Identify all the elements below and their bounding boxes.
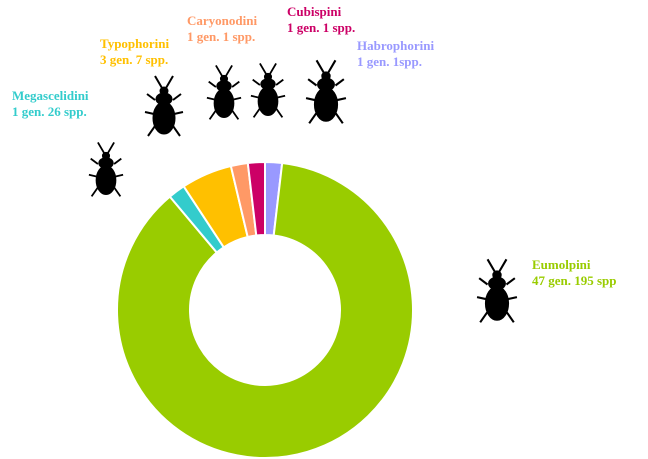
beetle-leg xyxy=(107,141,115,154)
beetle-leg xyxy=(505,277,516,286)
beetle-leg xyxy=(232,96,242,101)
beetle-leg xyxy=(206,96,216,101)
beetle-leg xyxy=(90,186,99,197)
value-label: 47 gen. 195 spp xyxy=(532,273,617,288)
beetle-head xyxy=(492,270,502,280)
beetle-leg xyxy=(225,64,233,77)
beetle-body xyxy=(257,86,279,117)
beetle-leg xyxy=(97,141,105,154)
beetle-leg xyxy=(208,109,217,120)
beetle-leg xyxy=(144,111,155,115)
beetle-leg xyxy=(275,78,284,86)
beetle-body xyxy=(313,87,339,122)
value-label: 1 gen. 1 spp. xyxy=(187,29,255,44)
beetle-leg xyxy=(154,75,163,89)
beetle-leg xyxy=(90,157,99,165)
category-label: Eumolpini xyxy=(532,257,591,272)
beetle-icon xyxy=(476,258,518,323)
beetle-leg xyxy=(215,64,223,77)
value-label: 1 gen. 26 spp. xyxy=(12,104,87,119)
beetle-leg xyxy=(252,78,261,86)
category-label: Megascelidini xyxy=(12,88,89,103)
beetle-leg xyxy=(476,296,487,301)
beetle-body xyxy=(484,286,510,321)
beetle-leg xyxy=(114,173,124,178)
beetle-leg xyxy=(173,111,184,115)
beetle-leg xyxy=(172,125,181,137)
beetle-head xyxy=(159,86,169,96)
beetle-leg xyxy=(478,277,489,286)
value-label: 3 gen. 7 spp. xyxy=(100,52,168,67)
beetle-leg xyxy=(208,80,217,88)
beetle-icon xyxy=(144,75,184,137)
beetle-leg xyxy=(315,59,325,74)
beetle-head xyxy=(321,71,331,81)
beetle-leg xyxy=(231,109,240,120)
value-label: 1 gen. 1spp. xyxy=(357,54,422,69)
beetle-leg xyxy=(88,173,98,178)
beetle-leg xyxy=(334,78,345,87)
beetle-leg xyxy=(113,157,122,165)
beetle-head xyxy=(219,74,229,83)
beetle-body xyxy=(213,88,235,119)
beetle-leg xyxy=(113,186,122,197)
beetle-leg xyxy=(507,296,518,301)
beetle-leg xyxy=(498,258,508,273)
beetle-head xyxy=(101,151,111,160)
beetle-leg xyxy=(252,107,261,118)
category-label: Cubispini xyxy=(287,4,342,19)
beetle-leg xyxy=(250,94,260,99)
beetle-leg xyxy=(334,112,344,124)
beetle-head xyxy=(263,72,273,81)
beetle-icon xyxy=(206,64,242,120)
beetle-leg xyxy=(327,59,337,74)
category-label: Habrophorini xyxy=(357,38,434,53)
beetle-icon xyxy=(250,62,286,118)
beetle-leg xyxy=(305,97,316,102)
beetle-leg xyxy=(147,125,156,137)
beetle-leg xyxy=(276,94,286,99)
beetle-leg xyxy=(308,112,318,124)
beetle-leg xyxy=(479,311,489,323)
category-label: Caryonodini xyxy=(187,13,257,28)
beetle-icon xyxy=(88,141,124,197)
beetle-icon xyxy=(305,59,347,124)
beetle-body xyxy=(95,165,117,196)
beetle-leg xyxy=(307,78,318,87)
beetle-leg xyxy=(231,80,240,88)
donut-slice xyxy=(116,161,414,459)
beetle-leg xyxy=(172,93,182,101)
beetle-leg xyxy=(259,62,267,75)
beetle-leg xyxy=(269,62,277,75)
beetle-leg xyxy=(505,311,515,323)
beetle-body xyxy=(152,101,176,135)
beetle-leg xyxy=(275,107,284,118)
donut-slice xyxy=(246,160,266,237)
beetle-leg xyxy=(165,75,174,89)
category-label: Typophorini xyxy=(100,36,170,51)
beetle-leg xyxy=(336,97,347,102)
beetle-leg xyxy=(486,258,496,273)
value-label: 1 gen. 1 spp. xyxy=(287,20,355,35)
beetle-leg xyxy=(146,93,156,101)
